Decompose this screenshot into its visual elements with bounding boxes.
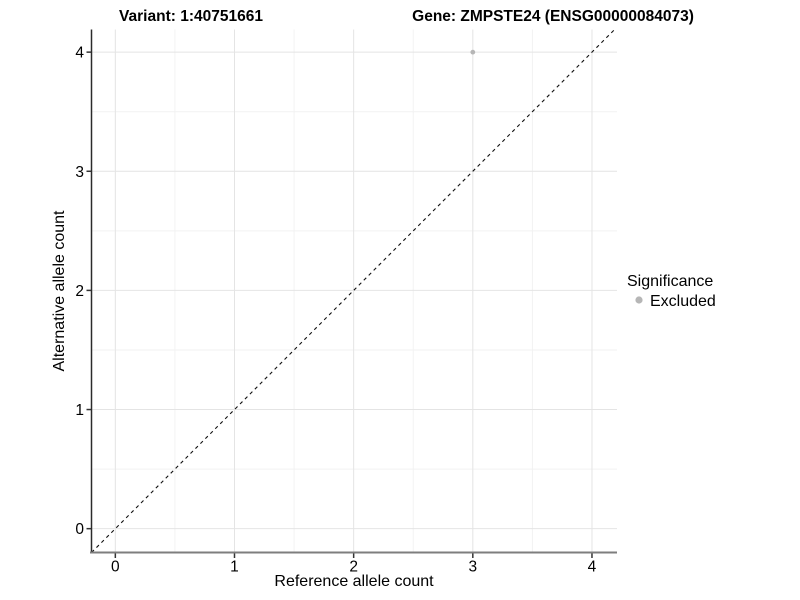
data-points bbox=[470, 49, 476, 55]
gridlines-minor bbox=[91, 29, 617, 553]
y-tick-label: 2 bbox=[75, 283, 84, 300]
identity-reference-line bbox=[91, 29, 616, 553]
y-tick-label: 3 bbox=[75, 164, 84, 181]
y-tick-label: 4 bbox=[75, 45, 84, 62]
plot-panel-background bbox=[91, 29, 617, 553]
plot-title-variant: Variant: 1:40751661 bbox=[119, 8, 263, 25]
x-axis-tick-labels: 0 1 2 3 4 bbox=[111, 559, 597, 576]
gridlines-major bbox=[91, 29, 617, 553]
legend-item-label: Excluded bbox=[650, 293, 716, 310]
y-tick-label: 0 bbox=[75, 521, 84, 538]
x-axis-ticks bbox=[114, 553, 593, 558]
plot-title-gene: Gene: ZMPSTE24 (ENSG00000084073) bbox=[412, 8, 694, 25]
x-tick-label: 1 bbox=[230, 559, 239, 576]
y-axis-tick-labels: 0 1 2 3 4 bbox=[75, 45, 84, 539]
legend: Significance Excluded bbox=[627, 273, 716, 310]
legend-key-dot bbox=[635, 296, 643, 304]
x-tick-label: 4 bbox=[588, 559, 597, 576]
legend-title: Significance bbox=[627, 273, 713, 290]
x-axis-title: Reference allele count bbox=[274, 573, 434, 590]
data-point bbox=[470, 49, 476, 55]
y-axis-title: Alternative allele count bbox=[51, 210, 68, 372]
x-tick-label: 3 bbox=[469, 559, 478, 576]
y-tick-label: 1 bbox=[75, 402, 84, 419]
x-tick-label: 0 bbox=[111, 559, 120, 576]
x-tick-label: 2 bbox=[349, 559, 358, 576]
y-axis-ticks bbox=[86, 51, 91, 530]
